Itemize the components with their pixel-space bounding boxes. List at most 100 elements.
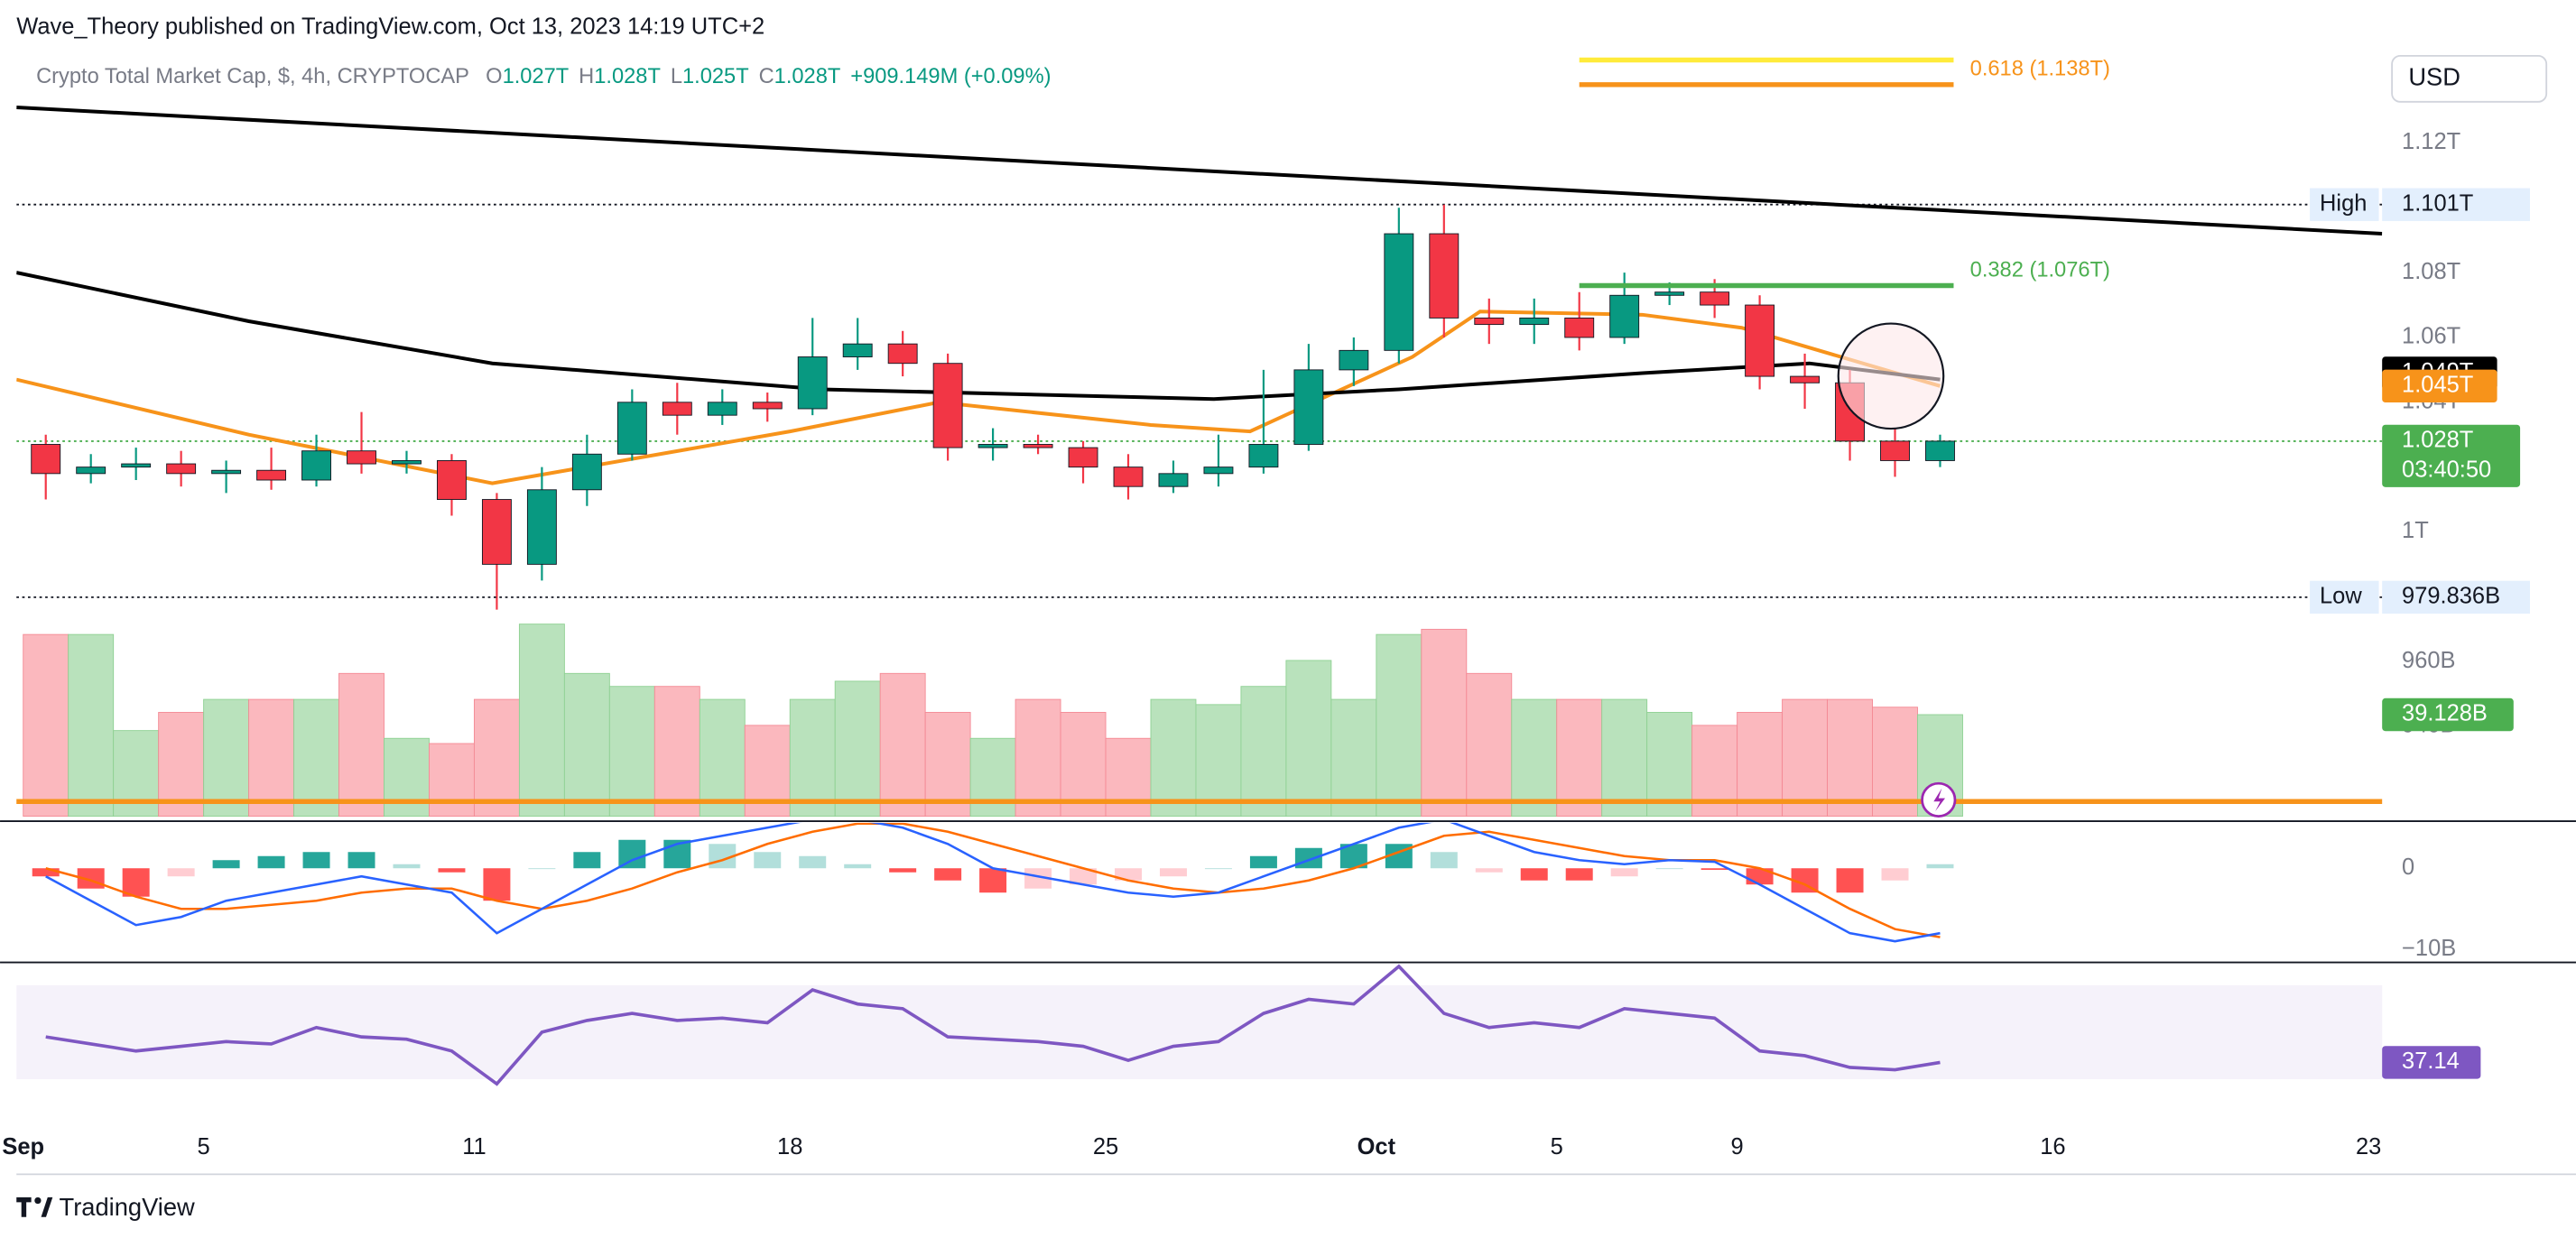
- x-tick-label: 11: [462, 1134, 486, 1159]
- macd-hist-bar: [483, 868, 511, 901]
- volume-bar: [1105, 737, 1152, 818]
- fib-label: 0.382 (1.076T): [1970, 258, 2110, 282]
- macd-hist-bar: [1430, 852, 1458, 869]
- ohlc-value: 1.027T: [503, 65, 570, 88]
- rsi-tag: 37.14: [2402, 1049, 2460, 1074]
- volume-bar: [1466, 672, 1513, 818]
- candle-body: [301, 450, 331, 481]
- header: Wave_Theory published on TradingView.com…: [16, 14, 764, 40]
- volume-bar: [653, 686, 700, 818]
- candle-body: [1158, 473, 1189, 487]
- candle-body: [797, 356, 828, 410]
- macd-hist-bar: [1520, 868, 1548, 881]
- signal-line: [45, 822, 1941, 938]
- volume-bar: [429, 743, 475, 818]
- ema-tag-box: [2382, 369, 2497, 403]
- candle-body: [1745, 304, 1775, 377]
- candle-body: [256, 469, 287, 481]
- y-tick-label: 960B: [2402, 648, 2455, 673]
- panel: [23, 624, 1963, 818]
- candle-body: [616, 402, 647, 455]
- ohlc-value: 1.028T: [774, 65, 841, 88]
- currency-box[interactable]: [2391, 54, 2548, 103]
- candle-body: [1880, 440, 1910, 461]
- volume-bar: [1150, 698, 1197, 818]
- low_mark-value: 979.836B: [2402, 584, 2500, 609]
- candle-body: [752, 402, 783, 410]
- high_mark-value-box: [2382, 188, 2531, 221]
- ohlc-value: 1.028T: [594, 65, 661, 88]
- x-tick-label: 16: [2040, 1134, 2065, 1159]
- volume-bar: [1827, 698, 1873, 818]
- volume-bar: [1195, 704, 1242, 818]
- candle-body: [1519, 317, 1550, 326]
- macd-hist-bar: [934, 868, 962, 881]
- candle-body: [1293, 369, 1324, 445]
- volume-bar: [68, 633, 115, 818]
- last-price: 1.028T: [2402, 428, 2473, 453]
- rsi-line: [45, 964, 1941, 1086]
- candle-body: [571, 453, 602, 491]
- macd-hist-bar: [1294, 847, 1322, 869]
- alert-icon: [1921, 781, 1957, 818]
- macd-tick-label: 0: [2402, 855, 2414, 880]
- candle-body: [978, 444, 1008, 448]
- volume-bar: [1376, 633, 1422, 818]
- x-tick-label: 5: [198, 1134, 210, 1159]
- candle-body: [1384, 233, 1414, 351]
- volume-bar: [1421, 628, 1468, 818]
- macd-hist-bar: [1115, 868, 1143, 881]
- candle-body: [481, 499, 512, 565]
- candle-body: [662, 402, 692, 416]
- macd-hist-bar: [573, 852, 601, 869]
- macd-hist-bar: [1610, 868, 1638, 877]
- macd-hist-bar: [257, 855, 285, 869]
- candle-body: [211, 469, 242, 475]
- volume-bar: [293, 698, 339, 818]
- volume-bar: [1285, 660, 1332, 818]
- volume-bar: [924, 712, 971, 818]
- macd-hist-bar: [1070, 868, 1098, 885]
- candle-body: [1700, 291, 1730, 306]
- candle-body: [1023, 444, 1053, 448]
- macd-hist-bar: [618, 839, 646, 869]
- macd-hist-bar: [122, 868, 150, 897]
- candle-body: [1429, 233, 1459, 319]
- macd-hist-bar: [438, 868, 466, 873]
- volume-bar: [834, 680, 881, 818]
- volume-bar: [969, 737, 1016, 818]
- candle-body: [347, 450, 376, 465]
- candle-body: [1790, 375, 1821, 383]
- volume-bar: [384, 737, 430, 818]
- countdown: 03:40:50: [2402, 457, 2491, 482]
- volume-bar: [473, 698, 520, 818]
- x-tick-label: 25: [1093, 1134, 1118, 1159]
- macd-hist-bar: [1204, 868, 1232, 870]
- volume-tag: 39.128B: [2402, 701, 2488, 726]
- volume-bar: [879, 672, 926, 818]
- candle-body: [526, 489, 557, 565]
- macd-hist-bar: [32, 868, 60, 877]
- x-tick-label: Sep: [2, 1134, 44, 1159]
- candle-body: [392, 460, 422, 465]
- ema-tag: 1.045T: [2402, 373, 2473, 398]
- macd-hist-bar: [1159, 868, 1187, 877]
- volume-bar: [158, 712, 205, 818]
- volume-bar: [1330, 698, 1377, 818]
- candle-body: [1068, 447, 1098, 468]
- macd-hist-bar: [799, 855, 827, 869]
- currency[interactable]: USD: [2408, 63, 2460, 91]
- panel: [45, 964, 1941, 1086]
- macd-hist-bar: [979, 868, 1007, 893]
- y-tick-label: 1.12T: [2402, 129, 2460, 154]
- volume-bar: [518, 624, 565, 818]
- candle-body: [1203, 467, 1234, 475]
- y-tick-label: 1T: [2402, 518, 2429, 543]
- volume-bar: [338, 672, 385, 818]
- ohlc-key: H: [579, 65, 594, 88]
- macd-hist-bar: [1565, 868, 1593, 881]
- volume-bar: [563, 672, 610, 818]
- volume-bar: [1060, 712, 1107, 818]
